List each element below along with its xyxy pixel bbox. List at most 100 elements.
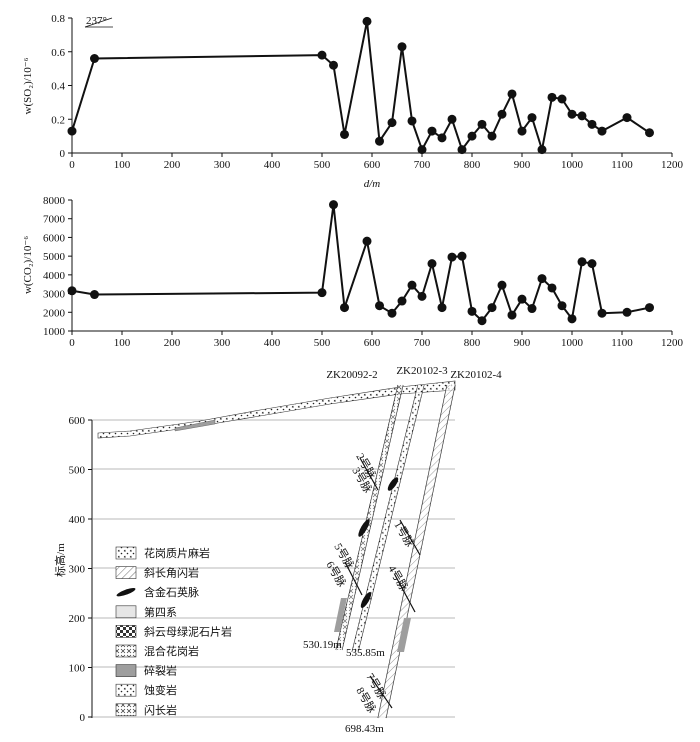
section-y-label: 标高/m <box>53 543 67 577</box>
c1-data-point <box>427 126 437 136</box>
altered-rock-pattern <box>115 683 137 697</box>
c1-data-point <box>567 109 577 119</box>
vein-lens-1 <box>387 477 399 491</box>
vein-lens-3 <box>360 592 372 608</box>
c2-data-point <box>427 259 437 269</box>
c2-y-tick-label: 7000 <box>43 214 66 226</box>
c2-data-point <box>467 306 477 316</box>
c1-data-point <box>457 145 467 155</box>
c1-x-tick-label: 1100 <box>611 159 633 171</box>
c1-data-point <box>329 60 338 70</box>
vein-lens-2 <box>358 519 370 537</box>
drillhole-zk20102-4 <box>377 384 456 719</box>
c2-data-point <box>645 303 654 313</box>
section-y-tick-label: 200 <box>69 613 86 625</box>
c2-data-point <box>517 294 527 304</box>
c2-x-tick-label: 700 <box>414 337 431 349</box>
c2-data-point <box>497 280 507 290</box>
legend-label: 第四系 <box>144 605 177 619</box>
c1-data-point <box>517 126 527 136</box>
c1-x-tick-label: 100 <box>114 159 131 171</box>
c2-data-point <box>340 303 349 313</box>
c2-data-point <box>397 296 407 306</box>
legend-label: 斜云母绿泥石片岩 <box>144 624 232 638</box>
section-y-tick-label: 100 <box>69 663 86 675</box>
c1-data-point <box>317 50 327 60</box>
depth-label-698: 698.43m <box>345 723 384 735</box>
drillhole-zk20102-3 <box>351 384 425 653</box>
gold-quartz-veins <box>344 457 421 709</box>
c2-x-tick-label: 500 <box>314 337 331 349</box>
c2-data-point <box>577 257 587 267</box>
c1-y-tick-label: 0 <box>60 148 66 160</box>
c2-data-point <box>375 301 384 311</box>
c1-data-point <box>447 114 457 124</box>
c1-data-point <box>557 94 567 104</box>
c2-data-point <box>587 259 597 269</box>
c2-x-tick-label: 600 <box>364 337 381 349</box>
c1-data-point <box>397 42 407 52</box>
section-y-tick-label: 500 <box>69 465 86 477</box>
c2-data-point <box>537 274 547 284</box>
legend-label: 碎裂岩 <box>144 664 177 678</box>
c1-data-point <box>622 113 632 123</box>
c2-data-point <box>567 314 577 324</box>
so2-x-label: d/m <box>364 178 381 190</box>
section-y-tick-label: 600 <box>69 415 86 427</box>
c1-x-tick-label: 300 <box>214 159 231 171</box>
c1-data-point <box>67 126 77 136</box>
c2-y-tick-label: 5000 <box>43 251 66 263</box>
c2-x-tick-label: 1000 <box>561 337 584 349</box>
c1-y-tick-label: 0.6 <box>51 47 65 59</box>
c1-y-tick-label: 0.2 <box>51 114 65 126</box>
c1-x-tick-label: 0 <box>69 159 75 171</box>
cataclasite-pattern <box>115 664 137 677</box>
c1-x-tick-label: 800 <box>464 159 481 171</box>
depth-label-535: 535.85m <box>346 647 385 659</box>
legend: 花岗质片麻岩斜长角闪岩含金石英脉第四系斜云母绿泥石片岩混合花岗岩碎裂岩蚀变岩闪长… <box>115 546 232 717</box>
c2-data-point <box>362 236 372 246</box>
granitic-gneiss-pattern <box>115 546 137 560</box>
c1-data-point <box>507 89 517 99</box>
c2-data-point <box>507 310 517 320</box>
section-y-tick-label: 400 <box>69 514 86 526</box>
c1-data-point <box>375 136 384 146</box>
c2-x-tick-label: 100 <box>114 337 131 349</box>
c1-data-point <box>547 92 557 102</box>
c1-data-point <box>477 119 487 129</box>
c2-x-tick-label: 1100 <box>611 337 633 349</box>
c2-x-tick-label: 0 <box>69 337 75 349</box>
c1-data-point <box>90 54 99 63</box>
quaternary-pattern <box>115 605 137 619</box>
legend-label: 混合花岗岩 <box>144 644 199 658</box>
c2-data-point <box>597 308 607 318</box>
c2-data-point <box>387 308 397 318</box>
c2-data-point <box>67 286 77 296</box>
azimuth-line <box>84 17 113 28</box>
c1-data-point <box>407 116 417 126</box>
c1-y-tick-label: 0.4 <box>51 81 65 93</box>
c2-data-point <box>477 316 487 326</box>
c2-data-point <box>329 200 338 210</box>
diorite-pattern <box>115 703 137 717</box>
zk20102-4-cataclasite <box>397 618 411 652</box>
gold-quartz-vein-symbol <box>116 588 136 597</box>
legend-label: 蚀变岩 <box>144 683 177 697</box>
c2-x-tick-label: 400 <box>264 337 281 349</box>
c1-data-point <box>340 129 349 139</box>
c1-y-tick-label: 0.8 <box>51 13 65 25</box>
plagioclase-amphibolite-pattern <box>115 566 137 579</box>
c2-data-point <box>90 290 99 300</box>
c2-data-point <box>407 280 417 290</box>
geologic-cross-section: 0 100 200 300 400 500 600 标高/m <box>53 365 502 735</box>
c2-data-point <box>317 288 327 298</box>
c2-data-point <box>527 304 537 314</box>
c1-data-point <box>587 119 597 129</box>
so2-chart: 0 100 200 300 400 500 600 700 800 900 1000 1100 1200… <box>22 13 684 190</box>
surface-quaternary-strip <box>97 380 456 439</box>
c2-y-tick-label: 2000 <box>43 307 66 319</box>
section-y-tick-label: 0 <box>80 712 86 724</box>
c1-x-tick-label: 700 <box>414 159 431 171</box>
co2-y-label: w(CO₂)/10⁻⁶ <box>22 236 34 294</box>
